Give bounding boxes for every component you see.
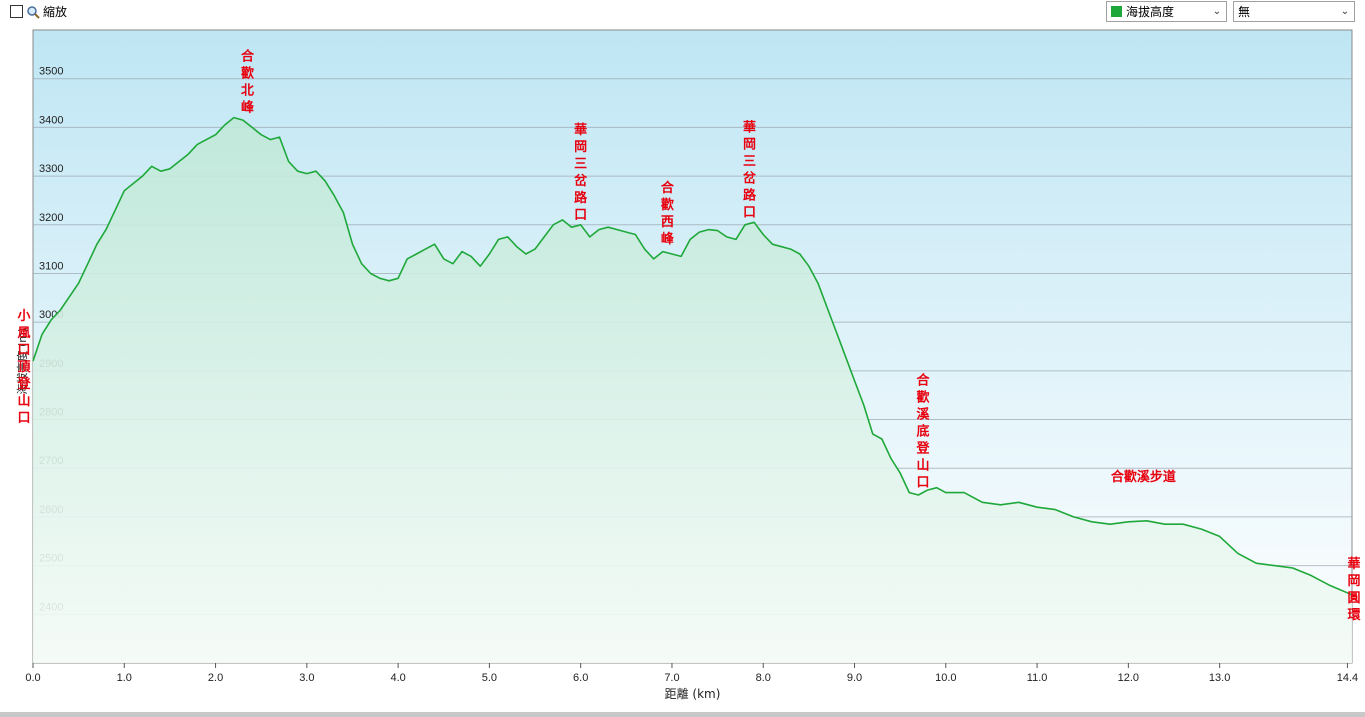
overlay-select-value: 無 — [1238, 5, 1251, 19]
x-tick-label: 6.0 — [573, 672, 588, 684]
x-tick-label: 14.4 — [1337, 672, 1358, 684]
y-tick-label: 3400 — [39, 114, 63, 126]
annotation-char: 口 — [743, 205, 756, 220]
annotation-char: 底 — [916, 424, 929, 440]
annotation-char: 口 — [17, 411, 30, 426]
series-color-swatch — [1111, 6, 1122, 17]
elevation-area — [33, 117, 1352, 664]
annotation-char: 合 — [661, 180, 675, 196]
annotation: 合歡溪步道 — [1111, 469, 1176, 485]
x-tick-label: 11.0 — [1027, 672, 1048, 684]
annotation-char: 路 — [574, 190, 588, 206]
annotation-char: 口 — [916, 476, 929, 491]
x-tick-label: 10.0 — [935, 672, 956, 684]
annotation-char: 歡 — [916, 390, 929, 406]
annotation-char: 山 — [916, 458, 929, 474]
y-axis-label: 海拔高度 (m) — [15, 328, 29, 395]
annotation-char: 歡 — [661, 197, 674, 213]
overlay-select[interactable]: 無 ⌄ — [1233, 1, 1355, 22]
y-tick-label: 3100 — [39, 260, 63, 272]
x-tick-label: 12.0 — [1118, 672, 1139, 684]
annotation-char: 岡 — [574, 140, 587, 155]
annotation-char: 溪 — [916, 407, 930, 423]
x-tick-label: 2.0 — [208, 672, 223, 684]
annotation-char: 口 — [574, 208, 587, 223]
series-select[interactable]: 海拔高度 ⌄ — [1106, 1, 1227, 22]
annotation-char: 岔 — [743, 170, 757, 186]
toolbar: 縮放 海拔高度 ⌄ 無 ⌄ — [0, 0, 1365, 28]
annotation-char: 華 — [1347, 556, 1360, 572]
magnifier-icon — [27, 5, 40, 19]
x-tick-label: 13.0 — [1209, 672, 1230, 684]
elevation-line — [32, 116, 1353, 596]
x-tick-label: 9.0 — [847, 672, 862, 684]
annotation-char: 風 — [17, 326, 30, 341]
y-tick-label: 3500 — [39, 66, 63, 78]
x-tick-label: 8.0 — [756, 672, 771, 684]
annotation-char: 小 — [17, 309, 30, 324]
annotation-char: 峰 — [241, 100, 255, 116]
zoom-control[interactable]: 縮放 — [10, 3, 67, 20]
series-select-value: 海拔高度 — [1126, 5, 1175, 19]
annotation-char: 歡 — [241, 66, 254, 82]
chevron-down-icon: ⌄ — [1212, 6, 1222, 17]
annotation-char: 岔 — [574, 173, 588, 189]
y-tick-label: 3200 — [39, 212, 63, 224]
x-axis-label: 距離 (km) — [665, 687, 721, 701]
bottom-border — [0, 712, 1365, 717]
annotation-char: 登 — [16, 376, 31, 392]
annotation-char: 登 — [915, 441, 930, 457]
annotation-char: 環 — [1347, 608, 1361, 623]
annotation-char: 三 — [743, 154, 756, 169]
x-tick-label: 5.0 — [482, 672, 497, 684]
annotation-char: 頂 — [17, 360, 31, 375]
zoom-label: 縮放 — [43, 5, 68, 19]
annotation-char: 合 — [916, 373, 930, 389]
annotation-char: 三 — [574, 157, 587, 172]
annotation-char: 西 — [661, 215, 674, 230]
annotation-char: 峰 — [661, 231, 675, 247]
x-tick-label: 0.0 — [25, 672, 40, 684]
annotation-char: 山 — [17, 393, 30, 409]
chevron-down-icon: ⌄ — [1340, 6, 1350, 17]
annotation-label: 合歡溪步道 — [1111, 469, 1176, 485]
annotation-char: 圓 — [1347, 591, 1360, 606]
annotation-char: 華 — [574, 122, 587, 138]
annotation-char: 合 — [241, 49, 255, 65]
zoom-checkbox[interactable] — [10, 5, 23, 18]
elevation-chart[interactable]: 2400250026002700280029003000310032003300… — [0, 28, 1365, 712]
annotation-char: 口 — [17, 343, 30, 358]
y-tick-label: 3300 — [39, 163, 63, 175]
x-tick-label: 4.0 — [390, 672, 405, 684]
x-tick-label: 7.0 — [664, 672, 679, 684]
annotation-char: 北 — [241, 84, 254, 99]
annotation-char: 路 — [743, 187, 757, 203]
x-tick-label: 3.0 — [299, 672, 314, 684]
annotation-char: 岡 — [1347, 574, 1360, 589]
x-tick-label: 1.0 — [117, 672, 132, 684]
annotation-char: 華 — [743, 119, 756, 135]
annotation-char: 岡 — [743, 137, 756, 152]
